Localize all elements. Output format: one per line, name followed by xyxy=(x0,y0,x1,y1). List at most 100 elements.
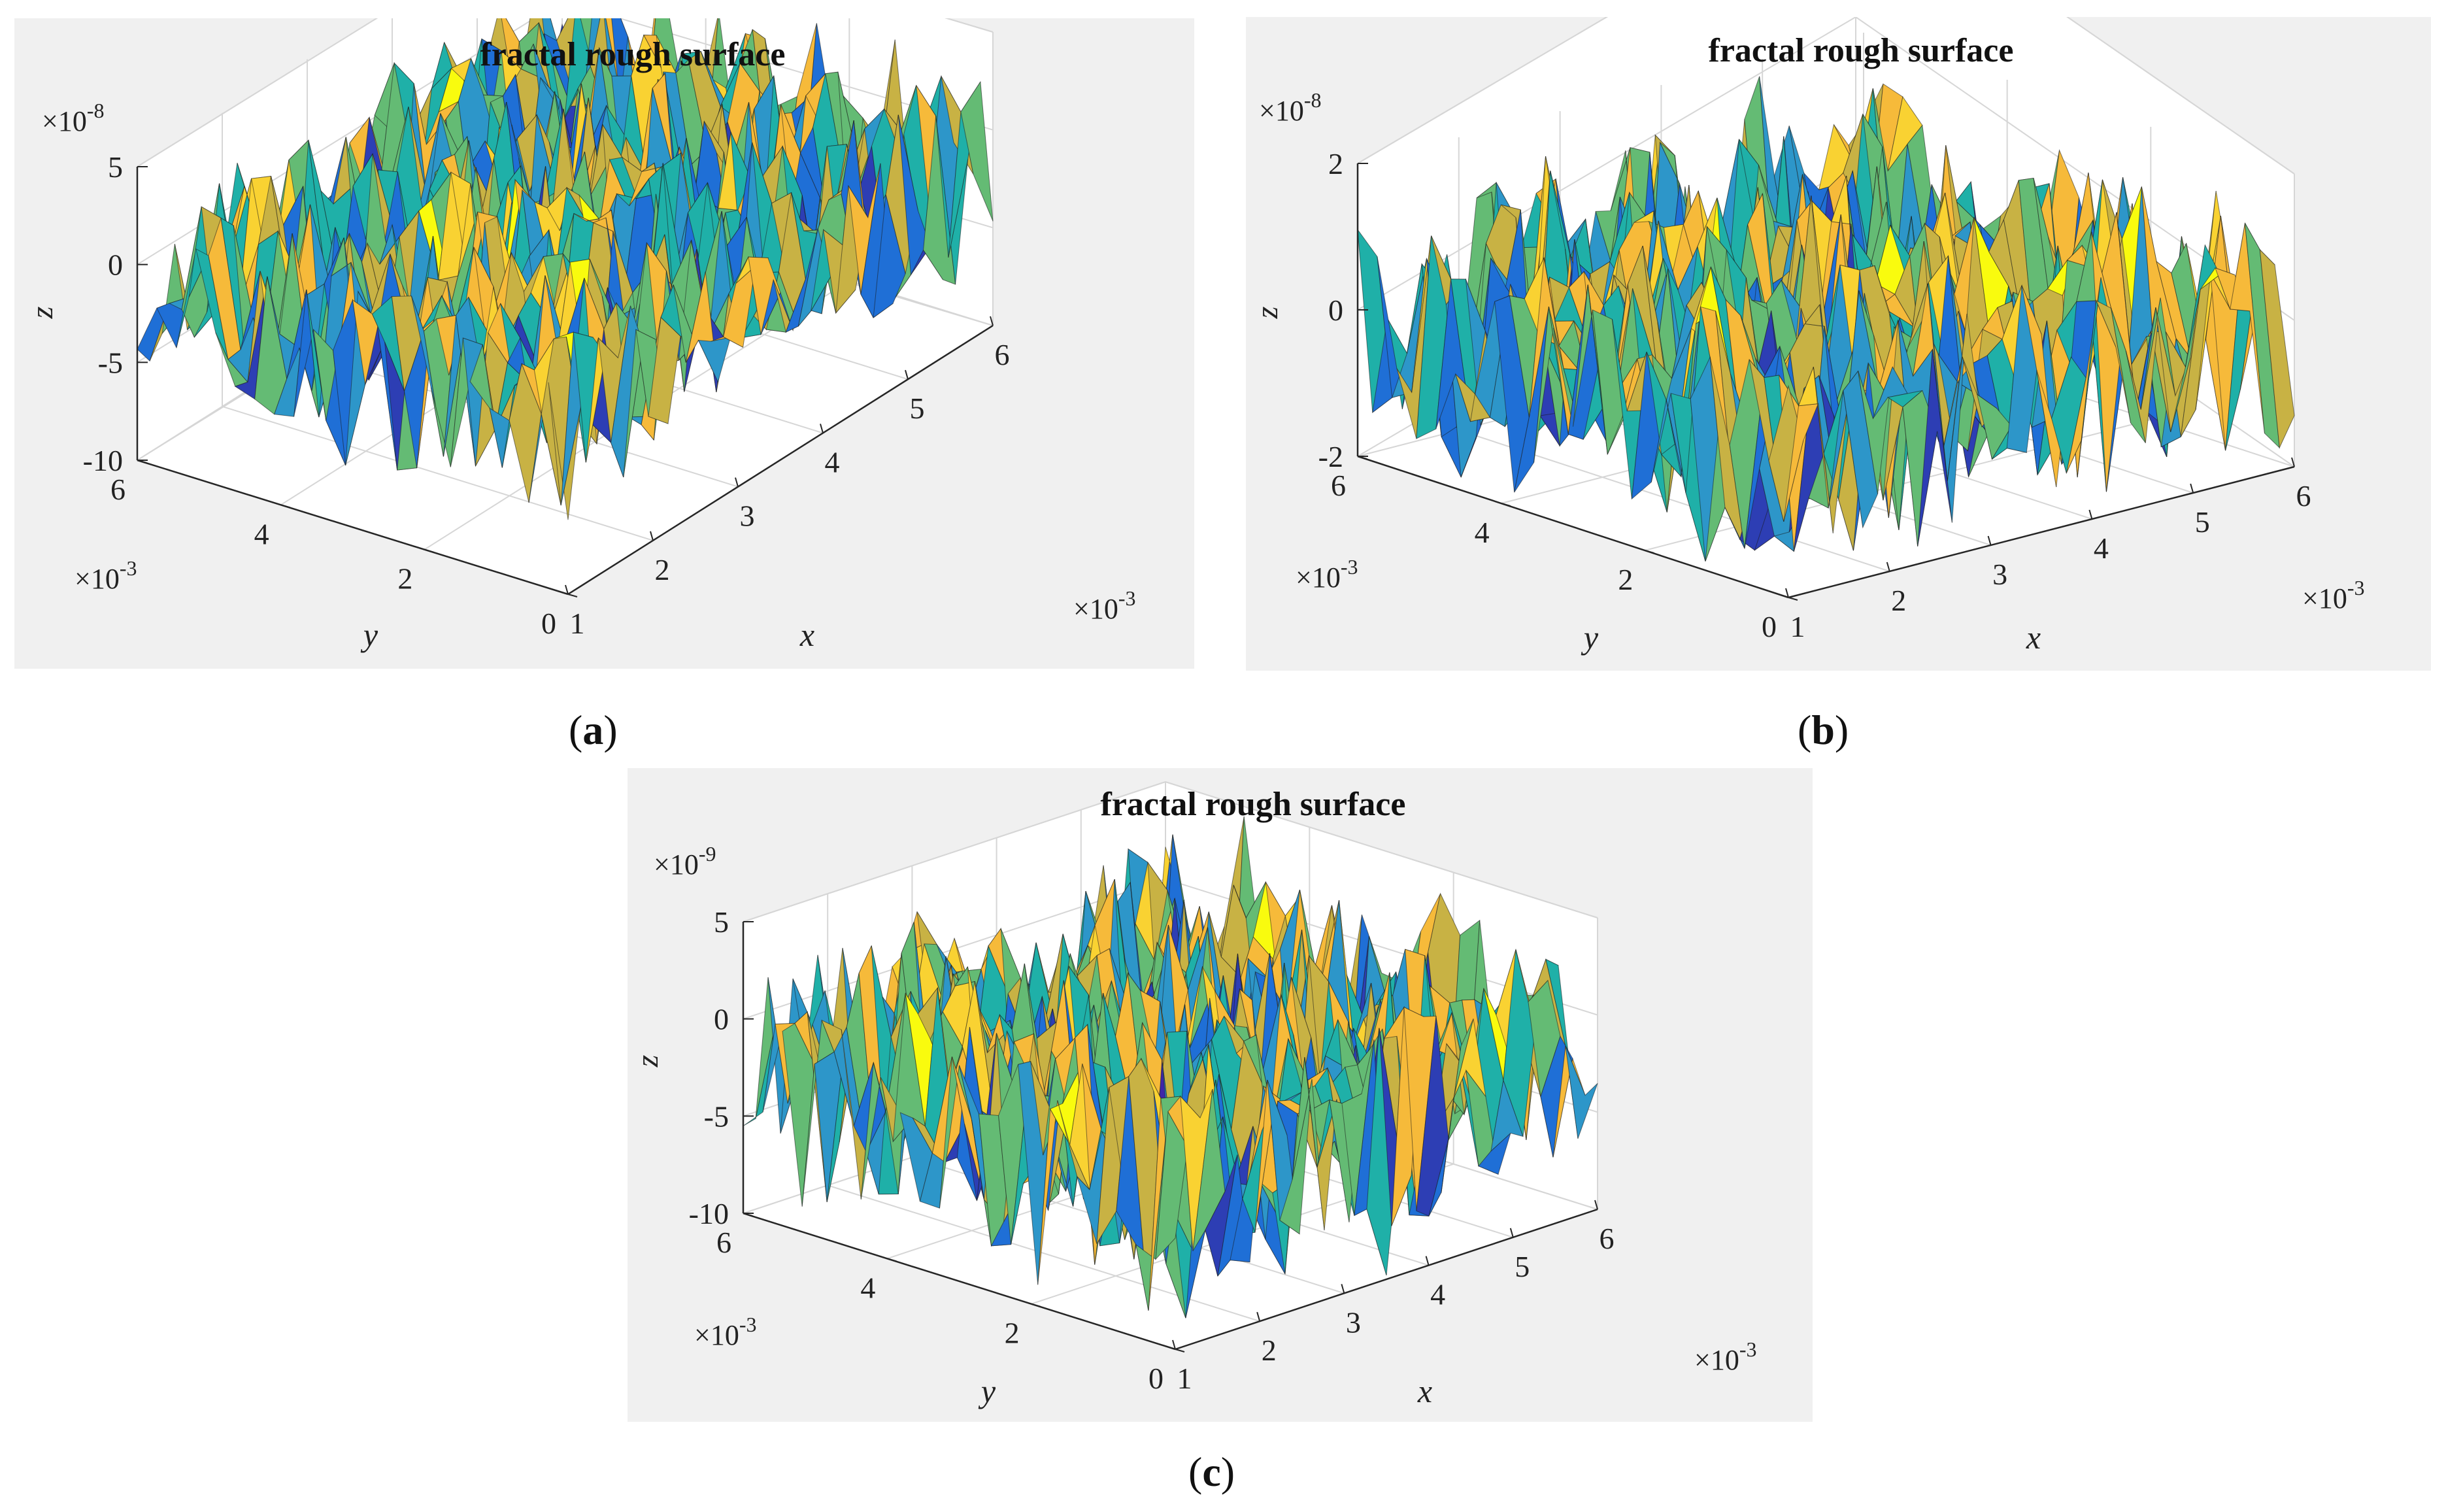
y-tick-mark xyxy=(1645,550,1654,554)
y-tick-label: 0 xyxy=(541,607,556,640)
y-tick-mark xyxy=(424,548,434,553)
chart-panel-c: -10 -5 0 5 0 2 4 6 1 2 3 4 5 6 fractal rough surface z y… xyxy=(628,768,1813,1422)
y-tick-mark xyxy=(137,460,147,463)
z-tick-label: 0 xyxy=(1328,294,1343,327)
x-tick-mark xyxy=(1987,535,1992,546)
y-axis-line xyxy=(137,459,569,596)
subfigure-label-b: (b) xyxy=(1798,707,1849,753)
x-tick-label: 3 xyxy=(1992,558,2007,591)
x-tick-label: 4 xyxy=(825,445,840,479)
fractal-surface xyxy=(137,18,994,520)
x-tick-mark xyxy=(905,369,909,380)
x-tick-label: 6 xyxy=(2296,479,2311,512)
y-axis-label: y xyxy=(360,616,378,653)
axes-lines: -10 -5 0 5 0 2 4 6 1 2 3 4 5 6 xyxy=(83,150,1010,640)
x-tick-mark xyxy=(990,316,994,326)
surface-face xyxy=(960,80,994,222)
x-exponent-label: ×10-3 xyxy=(1073,586,1135,625)
z-exponent-label: ×10-9 xyxy=(654,842,716,881)
x-tick-label: 3 xyxy=(740,499,755,533)
z-tick-label: 5 xyxy=(108,150,123,184)
z-tick-label: 0 xyxy=(108,248,123,282)
z-axis-label: z xyxy=(1250,306,1284,319)
axes-lines: -2 0 2 0 2 4 6 1 2 3 4 5 6 xyxy=(1318,147,2311,643)
x-tick-label: 2 xyxy=(1891,584,1906,617)
chart-title: fractal rough surface xyxy=(1101,786,1406,823)
x-tick-label: 3 xyxy=(1346,1305,1361,1339)
y-tick-mark xyxy=(1501,503,1511,507)
chart-c: -10 -5 0 5 0 2 4 6 1 2 3 4 5 6 fractal rough surface z y… xyxy=(630,781,1756,1409)
y-exponent-label: ×10-3 xyxy=(75,556,137,595)
x-tick-mark xyxy=(1172,1339,1176,1350)
x-tick-mark xyxy=(1886,562,1890,572)
chart-title: fractal rough surface xyxy=(480,36,786,73)
x-tick-label: 1 xyxy=(1177,1362,1192,1395)
fractal-surface xyxy=(1357,76,2295,562)
z-tick-label: -2 xyxy=(1318,440,1343,473)
z-tick-label: -10 xyxy=(83,444,123,477)
y-axis-line xyxy=(743,1212,1176,1351)
x-axis-line xyxy=(1788,465,2295,599)
y-tick-mark xyxy=(1175,1349,1185,1352)
x-exponent-label: ×10-3 xyxy=(1694,1337,1756,1376)
subfigure-label-c: (c) xyxy=(1188,1449,1235,1495)
y-tick-label: 4 xyxy=(860,1271,875,1304)
x-tick-mark xyxy=(1594,1200,1598,1210)
chart-b: -2 0 2 0 2 4 6 1 2 3 4 5 6 fractal rough surface z y x ×1… xyxy=(1250,17,2364,656)
y-tick-label: 2 xyxy=(1005,1317,1020,1350)
x-tick-mark xyxy=(1509,1228,1514,1238)
x-tick-label: 6 xyxy=(995,338,1010,371)
x-axis-label: x xyxy=(2026,619,2041,656)
surface-face xyxy=(2259,248,2295,449)
x-tick-label: 2 xyxy=(1262,1334,1277,1367)
x-tick-mark xyxy=(735,477,739,487)
x-tick-label: 2 xyxy=(655,553,670,586)
x-gridline xyxy=(222,405,654,541)
x-tick-label: 5 xyxy=(1515,1250,1530,1283)
x-tick-label: 5 xyxy=(2195,505,2210,539)
z-axis-label: z xyxy=(25,306,59,319)
y-tick-label: 6 xyxy=(110,473,126,506)
y-tick-mark xyxy=(1031,1303,1041,1307)
y-tick-label: 2 xyxy=(1618,563,1633,596)
subfigure-letter-c: c xyxy=(1202,1449,1221,1495)
y-tick-label: 4 xyxy=(254,517,269,550)
z-tick-label: 2 xyxy=(1328,147,1343,180)
y-axis-label: y xyxy=(978,1373,996,1409)
z-tick-label: 5 xyxy=(714,905,729,939)
y-tick-label: 2 xyxy=(397,562,412,596)
x-exponent-label: ×10-3 xyxy=(2302,576,2364,614)
x-tick-label: 4 xyxy=(2094,531,2109,565)
z-tick-label: 0 xyxy=(714,1003,729,1036)
y-tick-mark xyxy=(280,504,290,509)
x-tick-mark xyxy=(820,424,824,433)
surface-face xyxy=(1565,1045,1598,1139)
y-tick-mark xyxy=(567,594,578,597)
x-tick-mark xyxy=(565,584,569,595)
x-axis-line xyxy=(567,324,994,596)
z-tick-label: -10 xyxy=(689,1197,729,1230)
fractal-surface xyxy=(743,816,1598,1319)
x-axis-label: x xyxy=(1417,1373,1432,1409)
pane-top-edge xyxy=(137,18,994,167)
x-axis-label: x xyxy=(799,616,814,653)
z-axis-label: z xyxy=(630,1054,665,1067)
x-tick-label: 4 xyxy=(1430,1278,1445,1311)
chart-panel-a: -10 -5 0 5 0 2 4 6 1 2 3 4 5 6 fractal rough surface z y… xyxy=(14,18,1194,669)
x-tick-label: 5 xyxy=(910,392,925,425)
y-axis-label: y xyxy=(1581,619,1599,656)
z-exponent-label: ×10-8 xyxy=(42,99,104,137)
subfigure-label-a: (a) xyxy=(569,707,618,753)
x-tick-mark xyxy=(1785,588,1789,598)
x-tick-mark xyxy=(1425,1256,1430,1266)
x-tick-mark xyxy=(2088,509,2093,520)
z-tick-label: -5 xyxy=(98,346,123,379)
x-tick-mark xyxy=(2190,483,2194,494)
x-tick-mark xyxy=(650,531,654,541)
x-tick-mark xyxy=(2291,457,2295,467)
y-axis-line xyxy=(1357,455,1789,599)
subfigure-letter-b: b xyxy=(1811,707,1835,753)
chart-title: fractal rough surface xyxy=(1709,32,2014,69)
y-tick-mark xyxy=(743,1213,753,1217)
x-tick-label: 1 xyxy=(1790,610,1805,643)
